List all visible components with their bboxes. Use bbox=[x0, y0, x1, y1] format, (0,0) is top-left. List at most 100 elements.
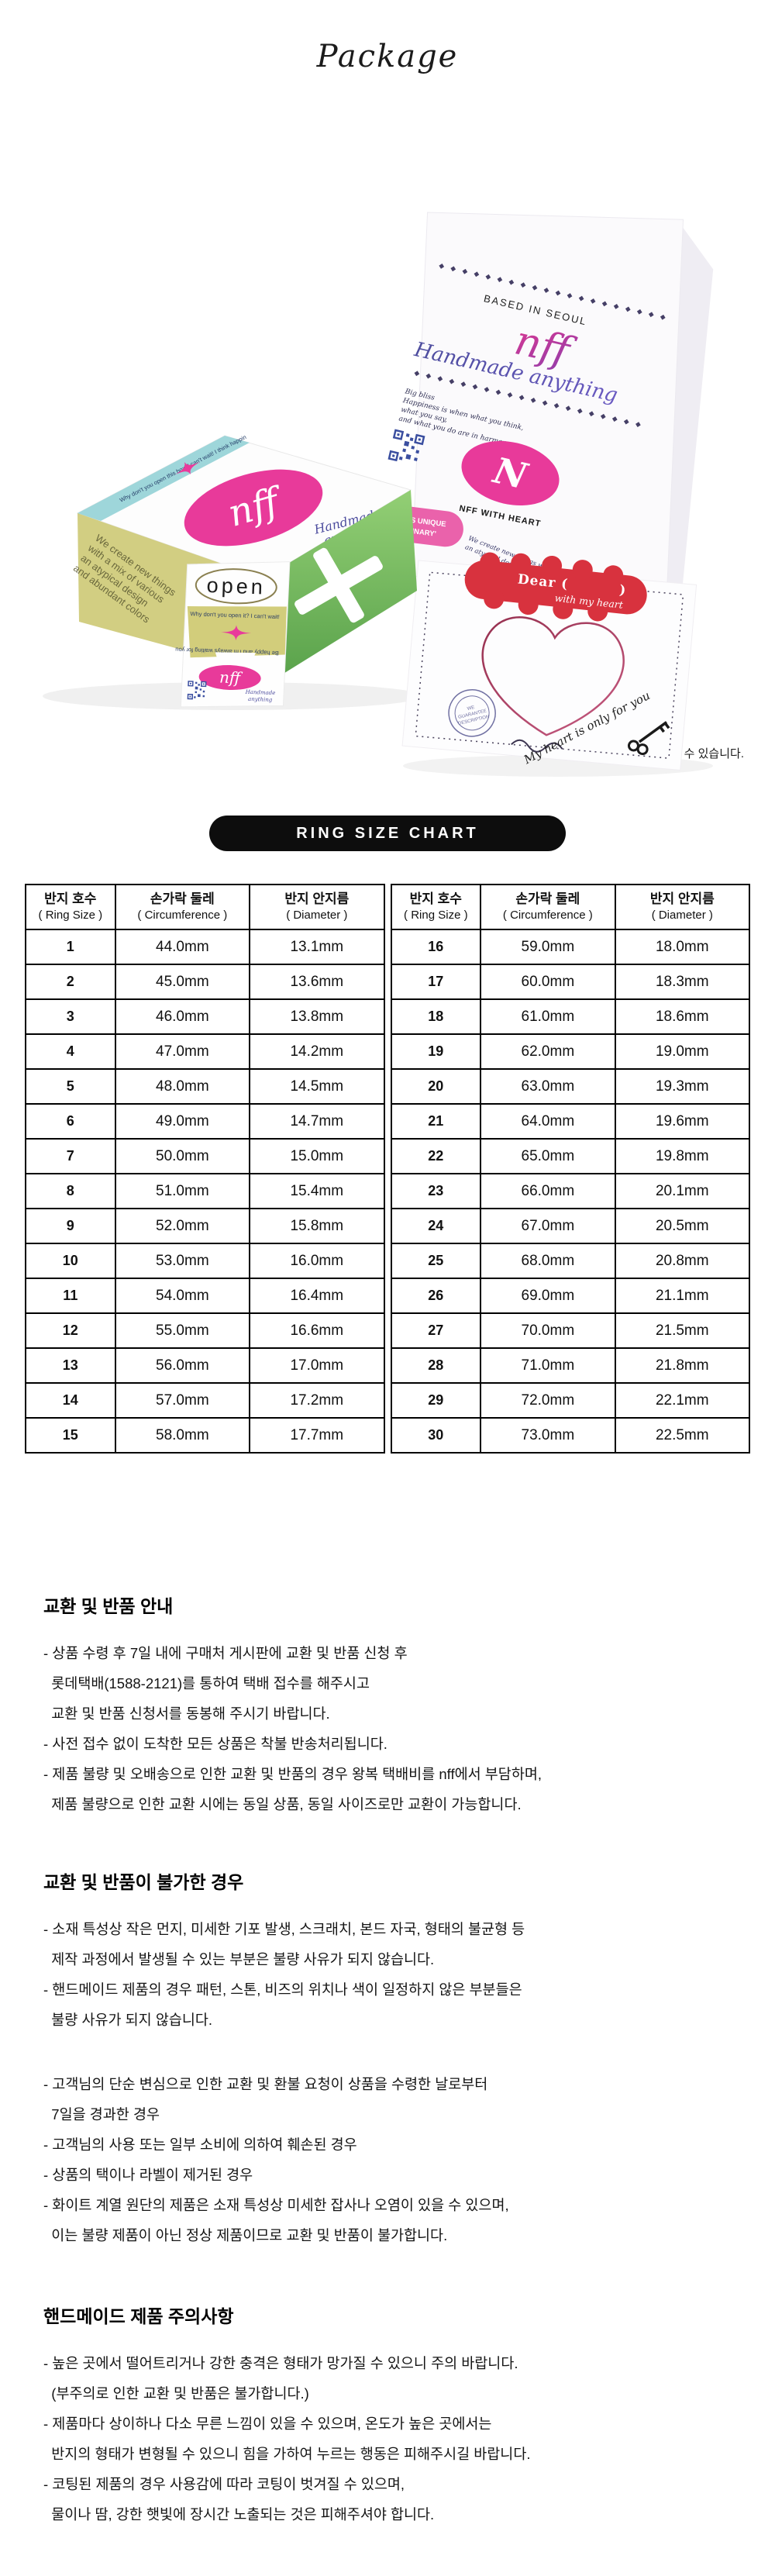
table-row: 21 64.0mm 19.6mm bbox=[390, 1103, 751, 1140]
diameter-cell: 20.8mm bbox=[614, 1243, 751, 1279]
ring-size-cell: 20 bbox=[390, 1068, 482, 1105]
col-ring-size: 반지 호수( Ring Size ) bbox=[390, 884, 482, 930]
nff-box: Why don't you open this box! I can't wai… bbox=[71, 433, 417, 708]
dear-close-paren: ) bbox=[618, 582, 626, 598]
table-row: 25 68.0mm 20.8mm bbox=[390, 1243, 751, 1279]
diameter-cell: 19.8mm bbox=[614, 1138, 751, 1174]
ring-size-table-left: 반지 호수( Ring Size ) 손가락 둘레( Circumference… bbox=[25, 884, 385, 1454]
packaging-illustration: ◆ ◆ ◆ ◆ ◆ ◆ ◆ ◆ ◆ ◆ ◆ ◆ ◆ ◆ ◆ ◆ ◆ ◆ ◆ ◆ … bbox=[43, 212, 714, 777]
circumference-cell: 45.0mm bbox=[114, 964, 251, 1000]
ring-size-cell: 2 bbox=[25, 964, 116, 1000]
text-line: - 사전 접수 없이 도착한 모든 상품은 착불 반송처리됩니다. bbox=[43, 1736, 388, 1752]
col-circumference: 손가락 둘레( Circumference ) bbox=[114, 884, 251, 930]
ring-size-cell: 1 bbox=[25, 929, 116, 965]
box-logo-oval: nff bbox=[184, 469, 323, 547]
page-title: Package bbox=[316, 39, 459, 74]
circumference-cell: 46.0mm bbox=[114, 998, 251, 1035]
table-row: 3 46.0mm 13.8mm bbox=[25, 998, 385, 1035]
ring-size-cell: 24 bbox=[390, 1208, 482, 1244]
ring-size-cell: 5 bbox=[25, 1068, 116, 1105]
table-row: 16 59.0mm 18.0mm bbox=[390, 929, 751, 965]
circumference-cell: 69.0mm bbox=[480, 1278, 616, 1314]
table-row: 22 65.0mm 19.8mm bbox=[390, 1138, 751, 1174]
text-line: - 제품마다 상이하나 다소 무른 느낌이 있을 수 있으며, 온도가 높은 곳… bbox=[43, 2416, 492, 2432]
box-teal-band bbox=[78, 436, 250, 521]
circumference-cell: 53.0mm bbox=[114, 1243, 251, 1279]
ring-size-cell: 22 bbox=[390, 1138, 482, 1174]
text-line: - 코팅된 제품의 경우 사용감에 따라 코팅이 벗겨질 수 있으며, bbox=[43, 2476, 405, 2492]
ring-size-table-group: 반지 호수( Ring Size ) 손가락 둘레( Circumference… bbox=[25, 884, 751, 1454]
ring-size-cell: 25 bbox=[390, 1243, 482, 1279]
table-row: 28 71.0mm 21.8mm bbox=[390, 1347, 751, 1384]
circumference-cell: 49.0mm bbox=[114, 1103, 251, 1140]
ring-size-cell: 29 bbox=[390, 1382, 482, 1419]
diameter-cell: 16.4mm bbox=[249, 1278, 385, 1314]
diameter-cell: 17.2mm bbox=[249, 1382, 385, 1419]
ring-size-cell: 16 bbox=[390, 929, 482, 965]
ring-size-cell: 17 bbox=[390, 964, 482, 1000]
diameter-cell: 16.0mm bbox=[249, 1243, 385, 1279]
letter-card: Dear ( ) with my heart WE GUARANTEE DESC… bbox=[401, 552, 698, 771]
diameter-cell: 15.8mm bbox=[249, 1208, 385, 1244]
ring-size-cell: 27 bbox=[390, 1312, 482, 1349]
circumference-cell: 44.0mm bbox=[114, 929, 251, 965]
circumference-cell: 70.0mm bbox=[480, 1312, 616, 1349]
diameter-cell: 16.6mm bbox=[249, 1312, 385, 1349]
circumference-cell: 57.0mm bbox=[114, 1382, 251, 1419]
table-header-row: 반지 호수( Ring Size ) 손가락 둘레( Circumference… bbox=[25, 884, 385, 930]
circumference-cell: 55.0mm bbox=[114, 1312, 251, 1349]
circumference-cell: 60.0mm bbox=[480, 964, 616, 1000]
ring-size-cell: 8 bbox=[25, 1173, 116, 1209]
text-line: - 높은 곳에서 떨어트리거나 강한 충격은 형태가 망가질 수 있으니 주의 … bbox=[43, 2355, 518, 2371]
ring-size-cell: 30 bbox=[390, 1417, 482, 1454]
text-line: - 상품 수령 후 7일 내에 구매처 게시판에 교환 및 반품 신청 후 bbox=[43, 1645, 408, 1661]
key-icon bbox=[627, 721, 670, 756]
circumference-cell: 50.0mm bbox=[114, 1138, 251, 1174]
ring-size-cell: 14 bbox=[25, 1382, 116, 1419]
diameter-cell: 21.1mm bbox=[614, 1278, 751, 1314]
bag-monogram-oval bbox=[461, 440, 560, 506]
text-line: - 소재 특성상 작은 먼지, 미세한 기포 발생, 스크래치, 본드 자국, … bbox=[43, 1921, 525, 1937]
ring-size-cell: 15 bbox=[25, 1417, 116, 1454]
circumference-cell: 72.0mm bbox=[480, 1382, 616, 1419]
circumference-cell: 73.0mm bbox=[480, 1417, 616, 1454]
table-row: 10 53.0mm 16.0mm bbox=[25, 1243, 385, 1279]
col-diameter: 반지 안지름( Diameter ) bbox=[614, 884, 751, 930]
table-row: 6 49.0mm 14.7mm bbox=[25, 1103, 385, 1140]
diameter-cell: 21.8mm bbox=[614, 1347, 751, 1384]
box-open-flap: open Why don't you open it? I can't wait… bbox=[175, 561, 291, 708]
text-line: 물이나 땀, 강한 햇빛에 장시간 노출되는 것은 피해주셔야 합니다. bbox=[43, 2506, 435, 2523]
flap-logo-oval bbox=[198, 664, 261, 691]
table-row: 12 55.0mm 16.6mm bbox=[25, 1312, 385, 1349]
ring-size-cell: 11 bbox=[25, 1278, 116, 1314]
circumference-cell: 65.0mm bbox=[480, 1138, 616, 1174]
circumference-cell: 71.0mm bbox=[480, 1347, 616, 1384]
diameter-cell: 17.0mm bbox=[249, 1347, 385, 1384]
diameter-cell: 22.5mm bbox=[614, 1417, 751, 1454]
diameter-cell: 19.6mm bbox=[614, 1103, 751, 1140]
diameter-cell: 15.0mm bbox=[249, 1138, 385, 1174]
ring-size-cell: 19 bbox=[390, 1033, 482, 1070]
text-line: - 고객님의 단순 변심으로 인한 교환 및 환불 요청이 상품을 수령한 날로… bbox=[43, 2076, 488, 2092]
circumference-cell: 48.0mm bbox=[114, 1068, 251, 1105]
diameter-cell: 22.1mm bbox=[614, 1382, 751, 1419]
circumference-cell: 59.0mm bbox=[480, 929, 616, 965]
spacer bbox=[43, 2035, 749, 2069]
diameter-cell: 18.6mm bbox=[614, 998, 751, 1035]
circumference-cell: 63.0mm bbox=[480, 1068, 616, 1105]
text-line: 제작 과정에서 발생될 수 있는 부분은 불량 사유가 되지 않습니다. bbox=[43, 1951, 435, 1967]
table-header-row: 반지 호수( Ring Size ) 손가락 둘레( Circumference… bbox=[390, 884, 751, 930]
table-row: 1 44.0mm 13.1mm bbox=[25, 929, 385, 965]
diameter-cell: 14.2mm bbox=[249, 1033, 385, 1070]
flap-tagline-line2: anything bbox=[248, 696, 273, 703]
diameter-cell: 18.0mm bbox=[614, 929, 751, 965]
ring-size-cell: 23 bbox=[390, 1173, 482, 1209]
letter-flourish bbox=[511, 739, 563, 753]
table-row: 15 58.0mm 17.7mm bbox=[25, 1417, 385, 1454]
circumference-cell: 67.0mm bbox=[480, 1208, 616, 1244]
text-line: 반지의 형태가 변형될 수 있으니 힘을 가하여 누르는 행동은 피해주시길 바… bbox=[43, 2446, 531, 2462]
diameter-cell: 14.5mm bbox=[249, 1068, 385, 1105]
table-row: 2 45.0mm 13.6mm bbox=[25, 964, 385, 1000]
section-handmade-caution: 핸드메이드 제품 주의사항 - 높은 곳에서 떨어트리거나 강한 충격은 형태가… bbox=[43, 2302, 749, 2529]
ring-size-cell: 3 bbox=[25, 998, 116, 1035]
